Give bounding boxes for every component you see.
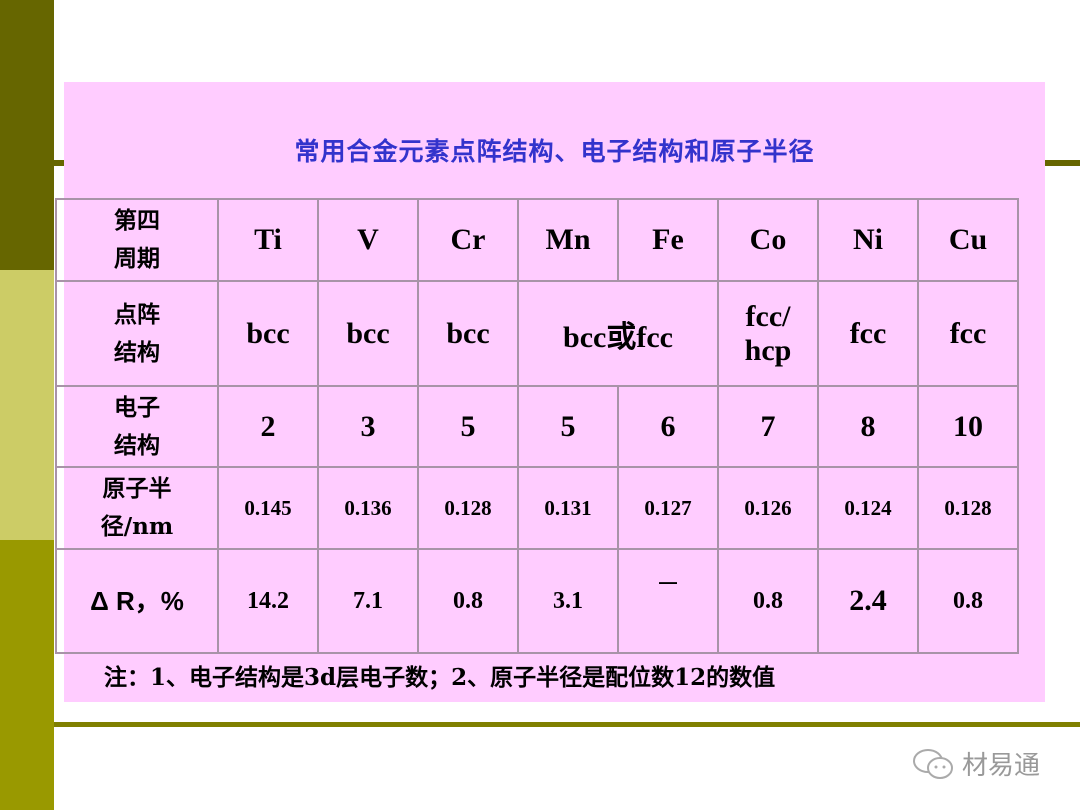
cell: 8 [817,385,919,468]
cell: fcc/hcp [717,280,819,387]
cell: 2.4 [817,548,919,654]
cell: Cr [417,198,519,282]
cell: Co [717,198,819,282]
cell: 10 [917,385,1019,468]
watermark-text: 材易通 [962,751,1041,781]
cell: 0.124 [817,466,919,550]
divider-bottom [54,722,1080,727]
row-header: 点阵 结构 [55,280,219,387]
cell: 3.1 [517,548,619,654]
cell: fcc [817,280,919,387]
table-row: 电子 结构 2 3 5 5 6 7 8 10 [55,385,1019,468]
divider-right [1045,160,1080,166]
divider-left [54,160,64,166]
cell: 0.126 [717,466,819,550]
cell: 0.8 [717,548,819,654]
cell: 0.136 [317,466,419,550]
slide-title: 常用合金元素点阵结构、电子结构和原子半径 [294,137,815,166]
cell: — [617,548,719,654]
cell: bcc [217,280,319,387]
cell: bcc或fcc [517,280,719,387]
table-row: 点阵 结构 bcc bcc bcc bcc或fcc fcc/hcp fcc fcc [55,280,1019,387]
cell: 2 [217,385,319,468]
sidebar-band-bottom [0,540,54,810]
cell: 0.131 [517,466,619,550]
cell: Ni [817,198,919,282]
footnote: 注：1、电子结构是3d层电子数；2、原子半径是配位数12的数值 [104,664,776,691]
cell: 5 [417,385,519,468]
cell: 0.128 [917,466,1019,550]
table-row: Δ R，% 14.2 7.1 0.8 3.1 — 0.8 2.4 0.8 [55,548,1019,654]
cell: bcc [317,280,419,387]
element-table: 第四 周期 Ti V Cr Mn Fe Co Ni Cu 点阵 结构 bcc bcc… [55,198,1019,654]
wechat-icon [913,748,953,779]
cell: 7 [717,385,819,468]
cell: bcc [417,280,519,387]
row-header: 第四 周期 [55,198,219,282]
table-row: 第四 周期 Ti V Cr Mn Fe Co Ni Cu [55,198,1019,282]
cell: 0.8 [417,548,519,654]
cell: 0.145 [217,466,319,550]
sidebar-band-top [0,0,54,270]
cell: 0.128 [417,466,519,550]
row-header: Δ R，% [55,548,219,654]
cell: V [317,198,419,282]
cell: fcc [917,280,1019,387]
cell: Cu [917,198,1019,282]
cell: 0.127 [617,466,719,550]
cell: 7.1 [317,548,419,654]
row-header: 电子 结构 [55,385,219,468]
table-row: 原子半 径/nm 0.145 0.136 0.128 0.131 0.127 0.… [55,466,1019,550]
watermark: 材易通 [912,745,1040,782]
cell: 5 [517,385,619,468]
cell: 14.2 [217,548,319,654]
sidebar-band-middle [0,270,54,540]
cell: Fe [617,198,719,282]
cell: 3 [317,385,419,468]
cell: Mn [517,198,619,282]
cell: Ti [217,198,319,282]
row-header: 原子半 径/nm [55,466,219,550]
cell: 6 [617,385,719,468]
cell: 0.8 [917,548,1019,654]
